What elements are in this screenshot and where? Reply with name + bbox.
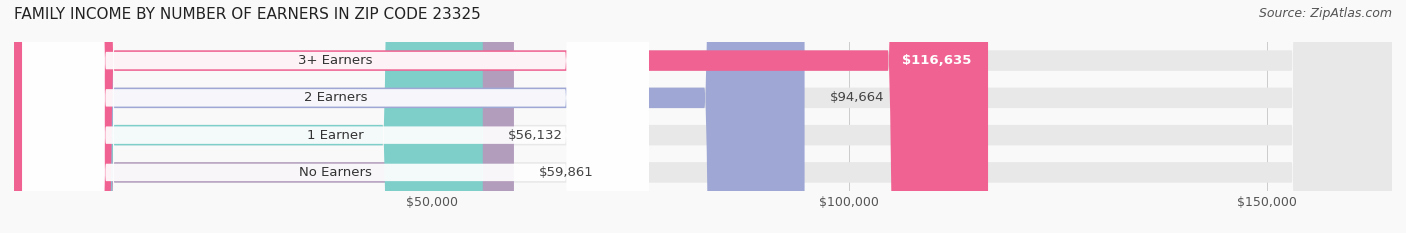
Text: Source: ZipAtlas.com: Source: ZipAtlas.com bbox=[1258, 7, 1392, 20]
FancyBboxPatch shape bbox=[14, 0, 804, 233]
Text: $94,664: $94,664 bbox=[830, 91, 884, 104]
FancyBboxPatch shape bbox=[14, 0, 515, 233]
Text: No Earners: No Earners bbox=[299, 166, 373, 179]
FancyBboxPatch shape bbox=[14, 0, 1392, 233]
Text: $56,132: $56,132 bbox=[508, 129, 562, 142]
FancyBboxPatch shape bbox=[22, 0, 648, 233]
FancyBboxPatch shape bbox=[14, 0, 1392, 233]
FancyBboxPatch shape bbox=[22, 0, 648, 233]
FancyBboxPatch shape bbox=[22, 0, 648, 233]
FancyBboxPatch shape bbox=[14, 0, 1392, 233]
Text: $59,861: $59,861 bbox=[538, 166, 593, 179]
Text: FAMILY INCOME BY NUMBER OF EARNERS IN ZIP CODE 23325: FAMILY INCOME BY NUMBER OF EARNERS IN ZI… bbox=[14, 7, 481, 22]
Text: 3+ Earners: 3+ Earners bbox=[298, 54, 373, 67]
Text: 2 Earners: 2 Earners bbox=[304, 91, 367, 104]
FancyBboxPatch shape bbox=[14, 0, 1392, 233]
FancyBboxPatch shape bbox=[14, 0, 988, 233]
Text: 1 Earner: 1 Earner bbox=[308, 129, 364, 142]
FancyBboxPatch shape bbox=[14, 0, 482, 233]
FancyBboxPatch shape bbox=[22, 0, 648, 233]
Text: $116,635: $116,635 bbox=[903, 54, 972, 67]
